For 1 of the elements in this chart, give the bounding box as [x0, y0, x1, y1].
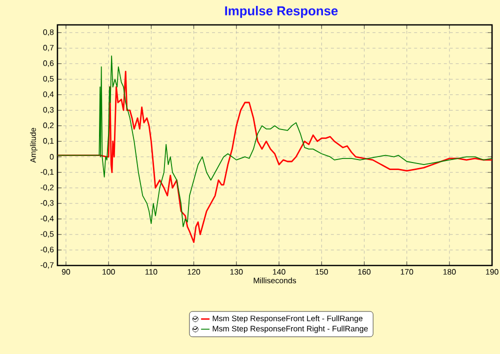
chart-title: Impulse Response [225, 6, 338, 18]
